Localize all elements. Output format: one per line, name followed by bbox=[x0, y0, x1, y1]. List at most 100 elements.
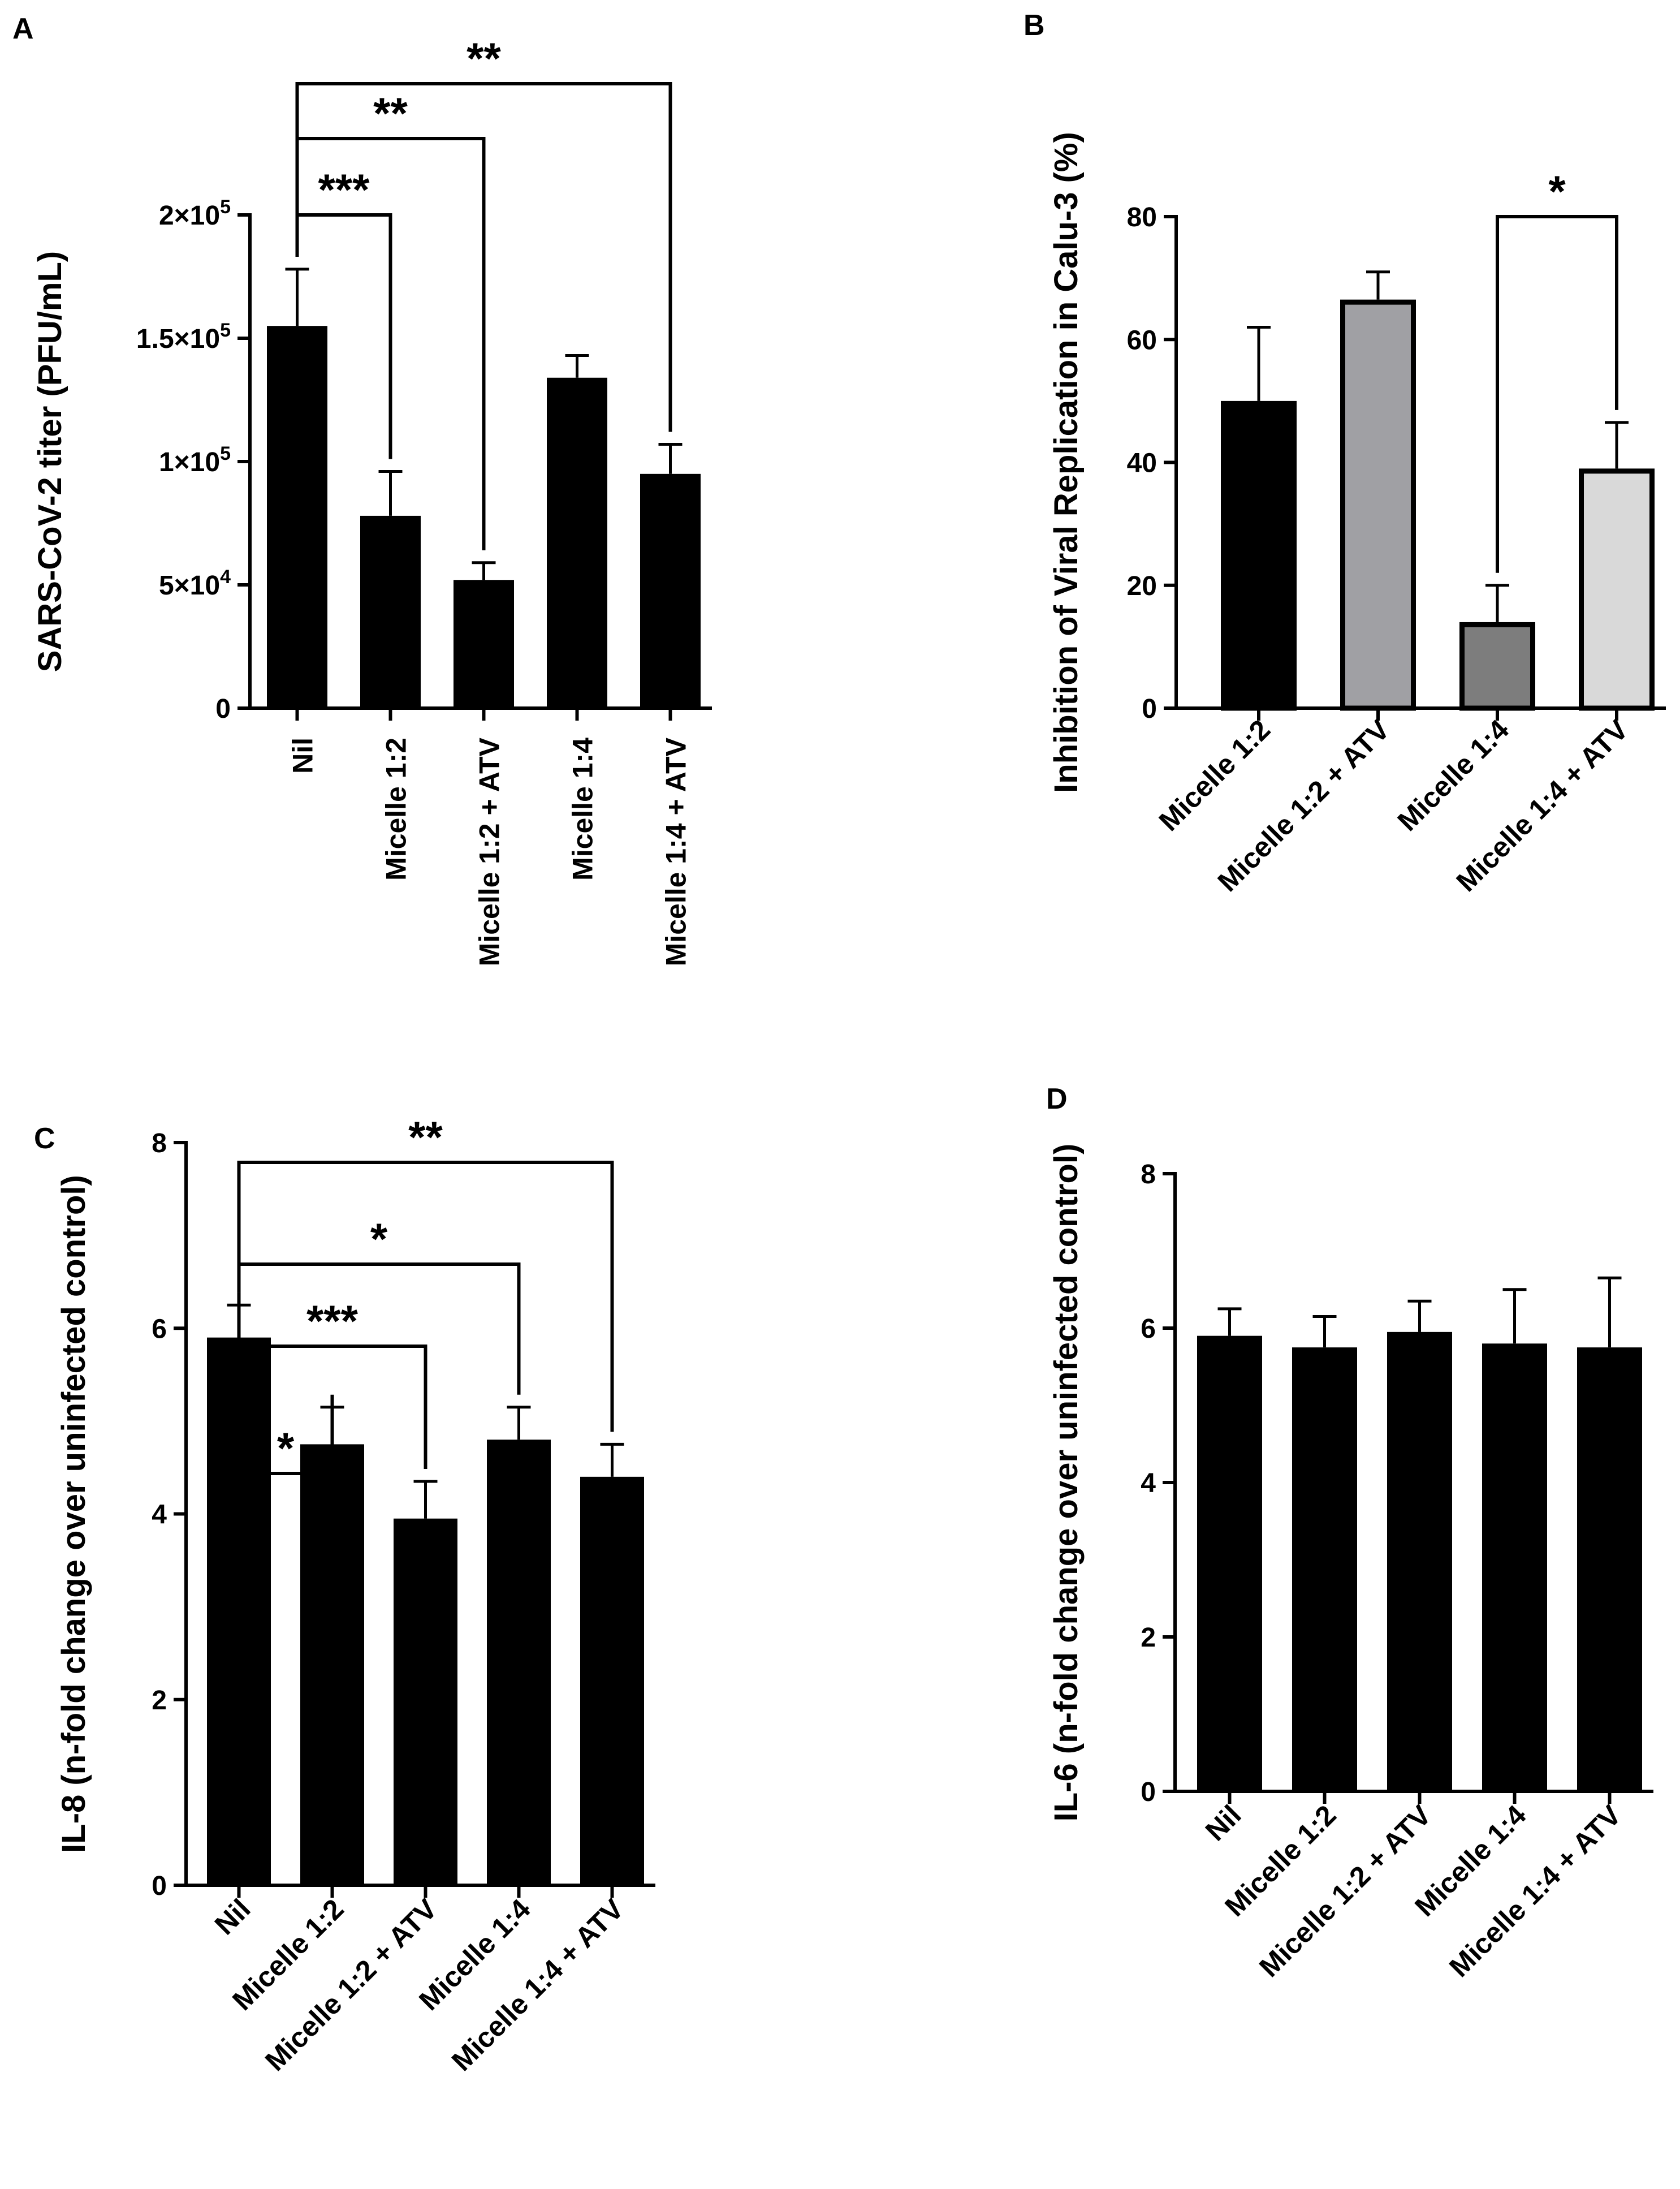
category-label-d-micelle-1-2-atv: Micelle 1:2 + ATV bbox=[1253, 1799, 1437, 1983]
category-label-a-nil: Nil bbox=[287, 738, 319, 774]
category-label-a-micelle-1-4: Micelle 1:4 bbox=[567, 738, 599, 881]
tick-exponent: 5 bbox=[220, 196, 231, 218]
y-tick-label-b: 80 bbox=[1127, 202, 1157, 232]
bar-d-micelle-1-4 bbox=[1482, 1343, 1547, 1791]
y-tick-label-c: 2 bbox=[152, 1686, 167, 1716]
tick-mantissa: 8 bbox=[1141, 1160, 1156, 1190]
bar-a-micelle-1-4-atv bbox=[640, 473, 701, 708]
bar-b-micelle-1-4 bbox=[1459, 622, 1535, 711]
tick-mantissa: 80 bbox=[1127, 202, 1157, 232]
bar-c-micelle-1-4-atv bbox=[580, 1476, 644, 1885]
category-label-c-micelle-1-2-atv: Micelle 1:2 + ATV bbox=[259, 1893, 443, 2077]
category-label-d-nil: Nil bbox=[1199, 1799, 1247, 1847]
tick-mantissa: 8 bbox=[152, 1128, 167, 1158]
significance-label-c-1: *** bbox=[306, 1296, 359, 1346]
significance-label-b-0: * bbox=[1548, 166, 1566, 216]
y-tick-label-c: 6 bbox=[152, 1314, 167, 1344]
tick-mantissa: 4 bbox=[1141, 1468, 1156, 1498]
tick-exponent: 4 bbox=[220, 566, 231, 588]
bar-a-nil bbox=[267, 326, 327, 708]
significance-label-a-0: *** bbox=[318, 165, 370, 214]
category-label-a-micelle-1-2-atv: Micelle 1:2 + ATV bbox=[474, 737, 506, 966]
tick-mantissa: 6 bbox=[1141, 1314, 1156, 1344]
y-tick-label-d: 2 bbox=[1141, 1623, 1156, 1653]
tick-exponent: 5 bbox=[220, 320, 231, 341]
bar-d-nil bbox=[1197, 1335, 1262, 1791]
y-tick-label-b: 20 bbox=[1127, 571, 1157, 601]
significance-label-a-2: ** bbox=[467, 33, 501, 83]
y-tick-label-a: 0 bbox=[215, 694, 231, 724]
tick-mantissa: 2 bbox=[152, 1686, 167, 1716]
significance-bracket-c-1 bbox=[237, 1292, 427, 1470]
category-label-b-micelle-1-4: Micelle 1:4 bbox=[1392, 713, 1515, 837]
bar-a-micelle-1-2 bbox=[360, 515, 421, 708]
category-label-a-micelle-1-4-atv: Micelle 1:4 + ATV bbox=[660, 737, 692, 966]
y-axis-title-d: IL-6 (n-fold change over uninfected cont… bbox=[1048, 1144, 1085, 1822]
tick-mantissa: 0 bbox=[152, 1871, 167, 1901]
significance-bracket-c-2 bbox=[237, 1262, 521, 1395]
tick-mantissa: 4 bbox=[152, 1500, 167, 1530]
tick-mantissa: 1×10 bbox=[159, 447, 220, 477]
panel-b-chart: B 0 20 40 60 80 Inhibition of Viral Replicatio… bbox=[1023, 9, 1666, 898]
panel-c-chart: C 0 2 4 6 8 IL-8 (n-fold change over uninfecte… bbox=[34, 1112, 655, 2077]
y-tick-label-d: 8 bbox=[1141, 1160, 1156, 1190]
significance-label-c-2: * bbox=[370, 1214, 388, 1264]
y-tick-label-a: 5×104 bbox=[159, 566, 231, 601]
significance-label-a-1: ** bbox=[373, 88, 408, 138]
bar-d-micelle-1-2 bbox=[1292, 1347, 1357, 1791]
significance-bracket-b-0 bbox=[1496, 215, 1618, 573]
panel-letter-c: C bbox=[34, 1122, 55, 1155]
y-axis-title-b: Inhibition of Viral Replication in Calu-… bbox=[1048, 132, 1085, 793]
significance-label-c-3: ** bbox=[408, 1112, 443, 1162]
y-tick-label-b: 60 bbox=[1127, 325, 1157, 355]
bar-b-micelle-1-4-atv bbox=[1579, 468, 1655, 711]
tick-mantissa: 6 bbox=[152, 1314, 167, 1344]
tick-mantissa: 0 bbox=[215, 694, 231, 724]
bar-c-micelle-1-2-atv bbox=[394, 1518, 457, 1885]
tick-mantissa: 5×10 bbox=[159, 571, 220, 601]
y-axis-title-a: SARS-CoV-2 titer (PFU/mL) bbox=[32, 251, 68, 672]
bar-b-micelle-1-2 bbox=[1221, 400, 1297, 711]
y-tick-label-d: 4 bbox=[1141, 1468, 1156, 1498]
y-tick-label-a: 2×105 bbox=[159, 196, 231, 231]
bar-a-micelle-1-4 bbox=[547, 377, 607, 708]
tick-mantissa: 2×10 bbox=[159, 201, 220, 231]
tick-mantissa: 40 bbox=[1127, 449, 1157, 479]
bar-d-micelle-1-4-atv bbox=[1577, 1347, 1642, 1791]
y-tick-label-a: 1.5×105 bbox=[136, 320, 231, 354]
tick-mantissa: 0 bbox=[1142, 694, 1157, 724]
bar-a-micelle-1-2-atv bbox=[454, 580, 514, 708]
significance-label-c-0: * bbox=[277, 1423, 295, 1473]
y-tick-label-a: 1×105 bbox=[159, 443, 231, 477]
category-label-c-nil: Nil bbox=[209, 1893, 257, 1941]
significance-bracket-a-2 bbox=[295, 82, 672, 432]
tick-mantissa: 1.5×10 bbox=[136, 324, 220, 354]
y-tick-label-d: 0 bbox=[1141, 1777, 1156, 1807]
category-label-d-micelle-1-4-atv: Micelle 1:4 + ATV bbox=[1443, 1799, 1627, 1983]
category-label-a-micelle-1-2: Micelle 1:2 bbox=[381, 738, 412, 881]
tick-exponent: 5 bbox=[220, 443, 231, 464]
tick-mantissa: 20 bbox=[1127, 571, 1157, 601]
panel-letter-a: A bbox=[12, 12, 34, 45]
y-tick-label-b: 40 bbox=[1127, 449, 1157, 479]
y-tick-label-c: 4 bbox=[152, 1500, 167, 1530]
tick-mantissa: 60 bbox=[1127, 325, 1157, 355]
category-label-c-micelle-1-4-atv: Micelle 1:4 + ATV bbox=[446, 1893, 630, 2077]
y-tick-label-d: 6 bbox=[1141, 1314, 1156, 1344]
y-tick-label-c: 0 bbox=[152, 1871, 167, 1901]
bar-c-micelle-1-2 bbox=[300, 1444, 364, 1885]
y-axis-title-c: IL-8 (n-fold change over uninfected cont… bbox=[55, 1175, 92, 1853]
category-label-b-micelle-1-2: Micelle 1:2 bbox=[1153, 714, 1276, 837]
panel-d-chart: D 0 2 4 6 8 IL-6 (n-fold change over uninfecte… bbox=[1046, 1083, 1653, 1983]
significance-bracket-c-3 bbox=[237, 1161, 614, 1432]
y-tick-label-c: 8 bbox=[152, 1128, 167, 1158]
panel-letter-d: D bbox=[1046, 1083, 1068, 1115]
y-tick-label-b: 0 bbox=[1142, 694, 1157, 724]
bar-d-micelle-1-2-atv bbox=[1387, 1332, 1452, 1791]
bar-c-micelle-1-4 bbox=[487, 1440, 551, 1885]
panel-letter-b: B bbox=[1023, 9, 1045, 42]
bar-b-micelle-1-2-atv bbox=[1340, 299, 1416, 711]
significance-bracket-c-0 bbox=[237, 1292, 334, 1475]
